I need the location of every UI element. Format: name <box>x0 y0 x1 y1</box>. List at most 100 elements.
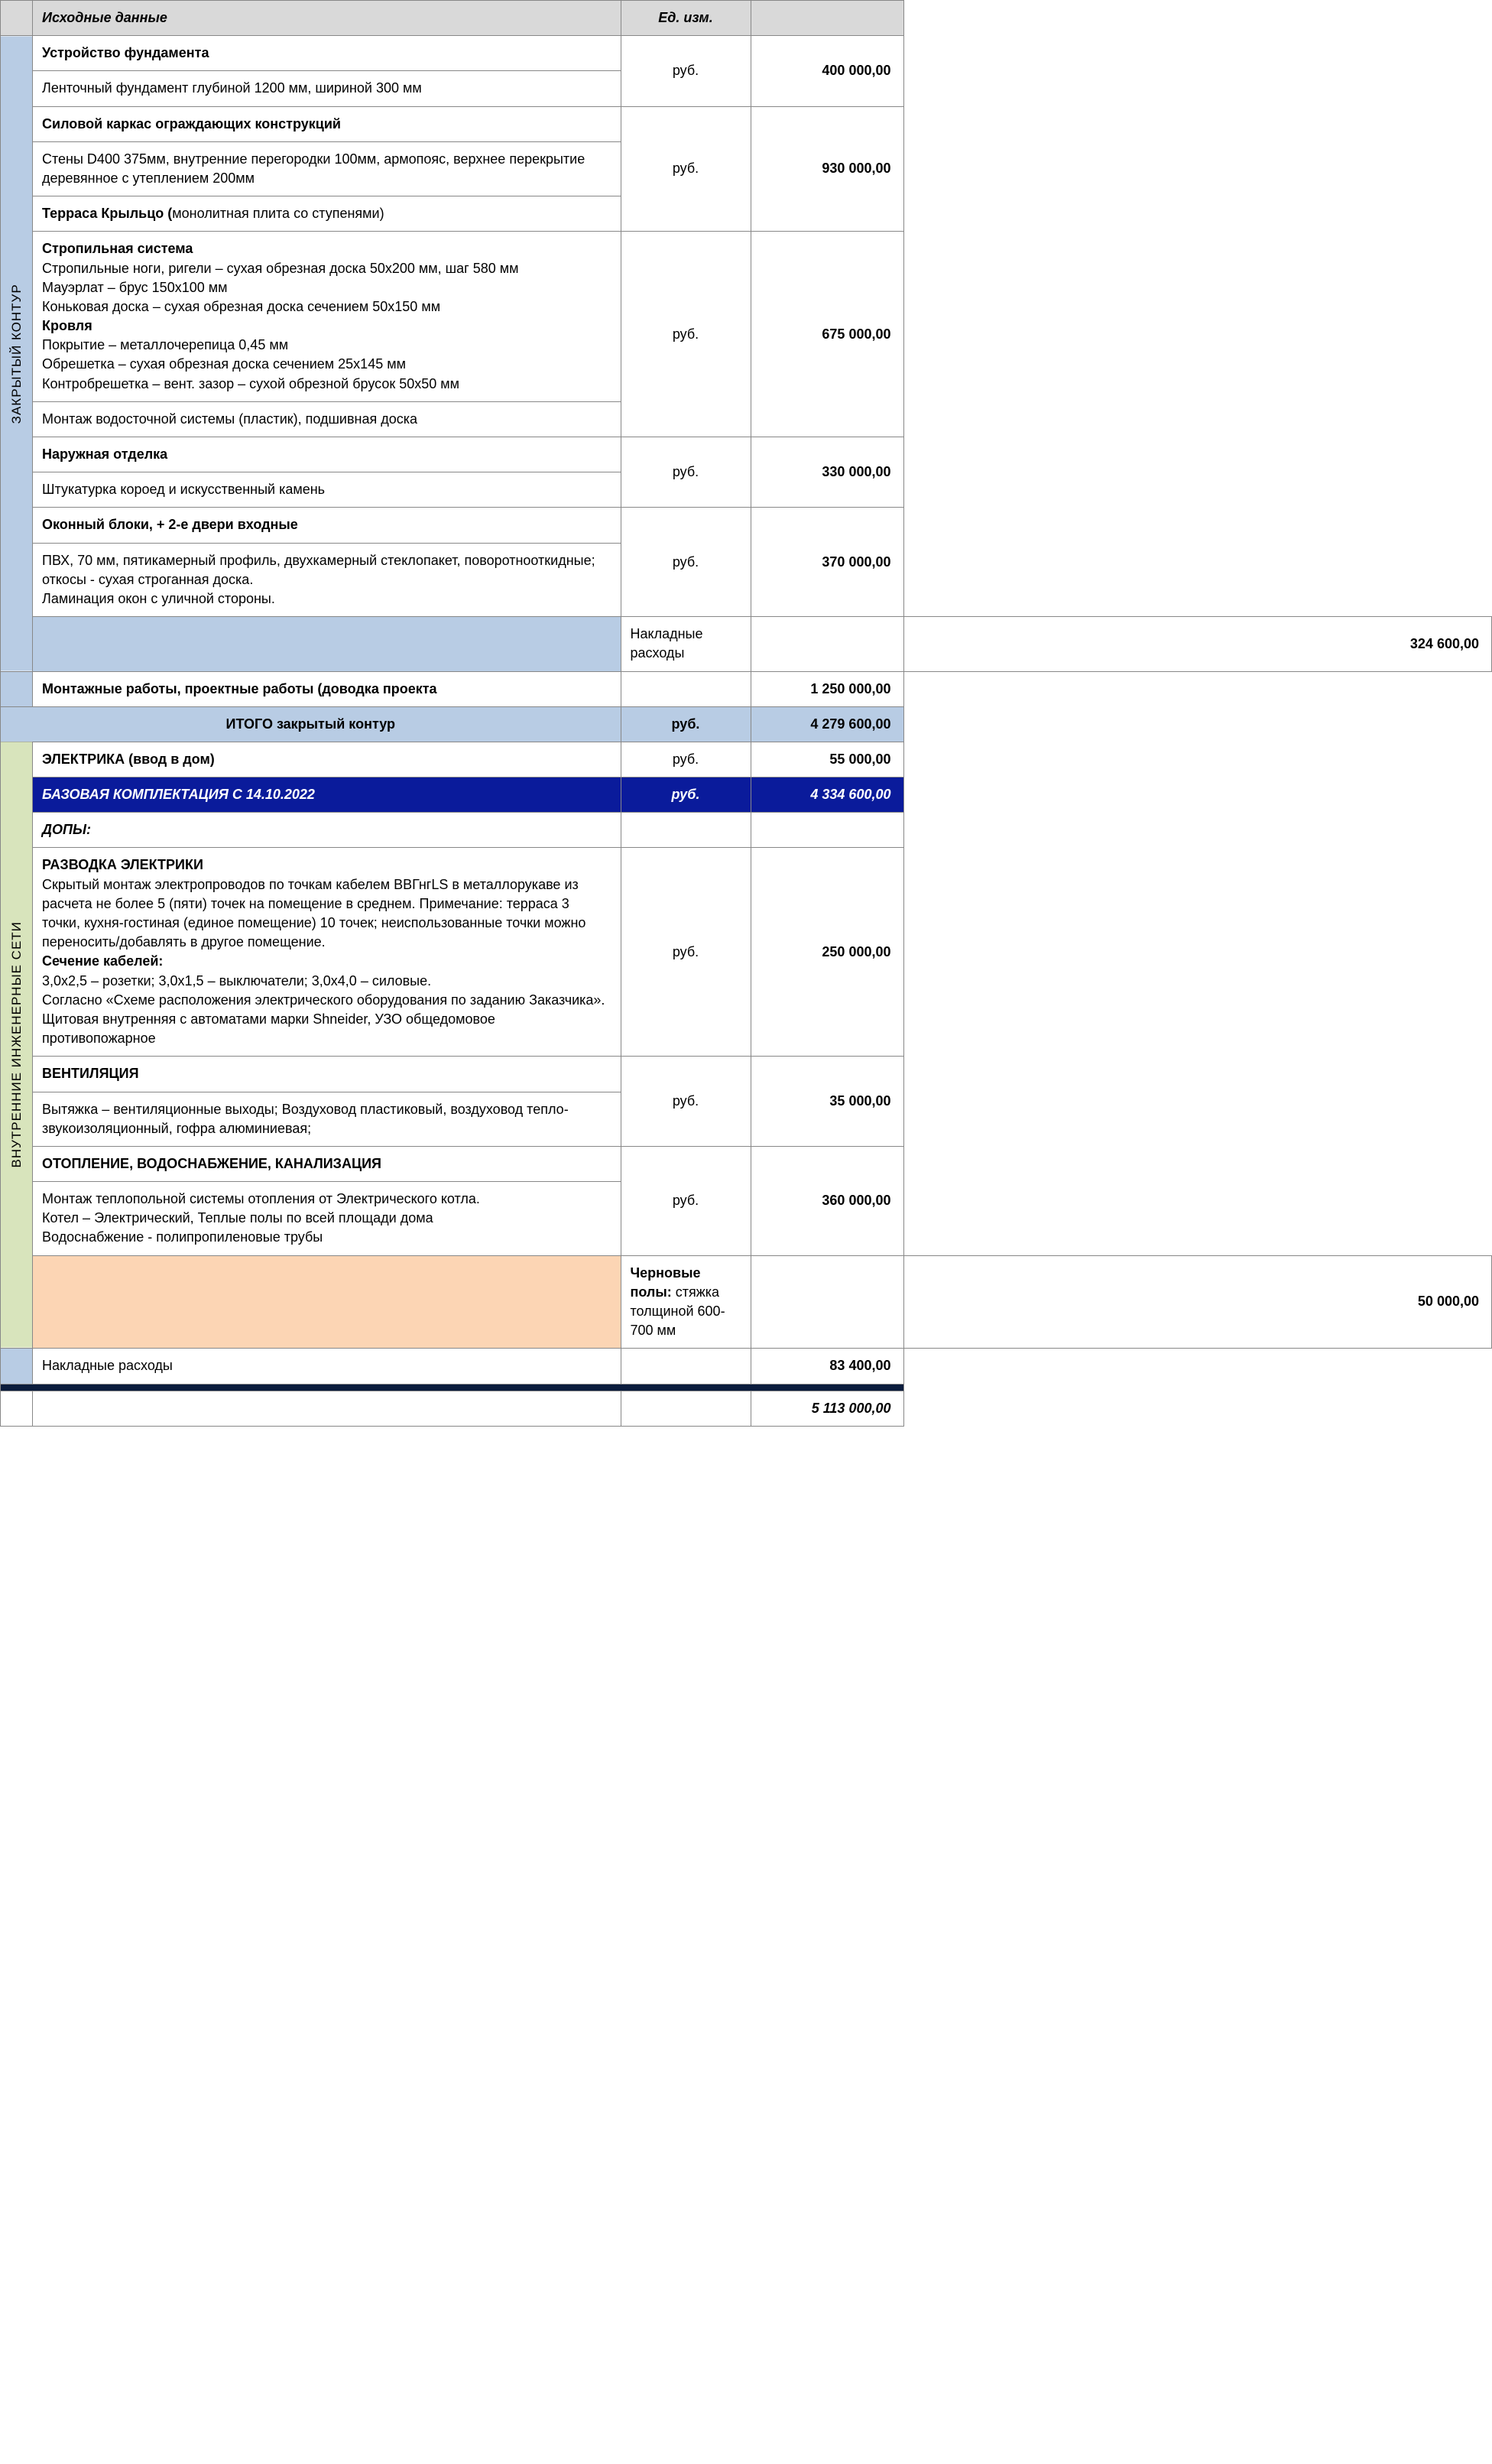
cell: Монтажные работы, проектные работы (дово… <box>33 671 621 706</box>
d: Скрытый монтаж электропроводов по точкам… <box>42 875 611 953</box>
cell: руб. <box>621 106 751 232</box>
cell: 55 000,00 <box>751 742 903 777</box>
row-overhead2: Накладные расходы 83 400,00 <box>1 1349 1492 1384</box>
cell: Стропильная система Стропильные ноги, ри… <box>33 232 621 402</box>
cell <box>621 1391 751 1426</box>
cell: Оконный блоки, + 2-е двери входные <box>33 508 621 543</box>
cell: 83 400,00 <box>751 1349 903 1384</box>
cell: Штукатурка короед и искусственный камень <box>33 472 621 508</box>
row-base: БАЗОВАЯ КОМПЛЕКТАЦИЯ С 14.10.2022 руб. 4… <box>1 778 1492 813</box>
cell: Черновые полы: стяжка толщиной 600-700 м… <box>621 1255 751 1349</box>
row-foundation-title: ЗАКРЫТЫЙ КОНТУР Устройство фундамента ру… <box>1 36 1492 71</box>
cell: руб. <box>621 778 751 813</box>
cell: Вытяжка – вентиляционные выходы; Воздухо… <box>33 1092 621 1146</box>
cell: Ленточный фундамент глубиной 1200 мм, ши… <box>33 71 621 106</box>
row-dopy: ДОПЫ: <box>1 813 1492 848</box>
cell: РАЗВОДКА ЭЛЕКТРИКИ Скрытый монтаж электр… <box>33 848 621 1057</box>
cell: Монтаж водосточной системы (пластик), по… <box>33 401 621 437</box>
cell <box>751 1255 903 1349</box>
cell: ОТОПЛЕНИЕ, ВОДОСНАБЖЕНИЕ, КАНАЛИЗАЦИЯ <box>33 1146 621 1181</box>
estimate-table: Исходные данные Ед. изм. ЗАКРЫТЫЙ КОНТУР… <box>0 0 1492 1427</box>
cell <box>1 1391 33 1426</box>
cell <box>621 671 751 706</box>
t: РАЗВОДКА ЭЛЕКТРИКИ <box>42 855 611 875</box>
cell: руб. <box>621 36 751 106</box>
d2: 3,0х2,5 – розетки; 3,0х1,5 – выключатели… <box>42 972 611 1049</box>
cell: Накладные расходы <box>33 1349 621 1384</box>
d2: Покрытие – металлочерепица 0,45 мм Обреш… <box>42 336 611 394</box>
cell <box>751 813 903 848</box>
t: Стропильная система <box>42 239 611 258</box>
cell <box>1 1384 904 1391</box>
cell: Наружная отделка <box>33 437 621 472</box>
row-grand-spacer <box>1 1384 1492 1391</box>
cell: 4 279 600,00 <box>751 706 903 742</box>
cell: ЭЛЕКТРИКА (ввод в дом) <box>33 742 621 777</box>
row-elec-input: ВНУТРЕННИЕ ИНЖЕНЕРНЫЕ СЕТИ ЭЛЕКТРИКА (вв… <box>1 742 1492 777</box>
cell: руб. <box>621 508 751 617</box>
cell: ВЕНТИЛЯЦИЯ <box>33 1057 621 1092</box>
cell: 930 000,00 <box>751 106 903 232</box>
cell: 250 000,00 <box>751 848 903 1057</box>
header-row: Исходные данные Ед. изм. <box>1 1 1492 36</box>
d: монолитная плита со ступенями) <box>172 206 384 221</box>
t2: Кровля <box>42 317 611 336</box>
row-windows-title: Оконный блоки, + 2-е двери входные руб. … <box>1 508 1492 543</box>
cell: 4 334 600,00 <box>751 778 903 813</box>
cell: Терраса Крыльцо (монолитная плита со сту… <box>33 196 621 232</box>
row-elec-dist: РАЗВОДКА ЭЛЕКТРИКИ Скрытый монтаж электр… <box>1 848 1492 1057</box>
row-roof-main: Стропильная система Стропильные ноги, ри… <box>1 232 1492 402</box>
cell: руб. <box>621 1057 751 1147</box>
cell: 5 113 000,00 <box>751 1391 903 1426</box>
cell: ДОПЫ: <box>33 813 621 848</box>
row-heat-title: ОТОПЛЕНИЕ, ВОДОСНАБЖЕНИЕ, КАНАЛИЗАЦИЯ ру… <box>1 1146 1492 1181</box>
cell: 400 000,00 <box>751 36 903 106</box>
row-floors: Черновые полы: стяжка толщиной 600-700 м… <box>1 1255 1492 1349</box>
header-amount <box>751 1 903 36</box>
row-total-closed: ИТОГО закрытый контур руб. 4 279 600,00 <box>1 706 1492 742</box>
cell: руб. <box>621 232 751 437</box>
header-side <box>1 1 33 36</box>
cell: 1 250 000,00 <box>751 671 903 706</box>
t: Терраса Крыльцо ( <box>42 206 172 221</box>
cell: Устройство фундамента <box>33 36 621 71</box>
row-overhead1: Накладные расходы 324 600,00 <box>1 617 1492 671</box>
cell: 50 000,00 <box>903 1255 1492 1349</box>
cell <box>33 1391 621 1426</box>
side-label-1: ЗАКРЫТЫЙ КОНТУР <box>1 36 33 671</box>
header-main: Исходные данные <box>33 1 621 36</box>
row-frame-title: Силовой каркас ограждающих конструкций р… <box>1 106 1492 141</box>
cell: ПВХ, 70 мм, пятикамерный профиль, двухка… <box>33 543 621 617</box>
row-grand-total: 5 113 000,00 <box>1 1391 1492 1426</box>
cell: 675 000,00 <box>751 232 903 437</box>
cell <box>621 1349 751 1384</box>
side <box>1 671 33 706</box>
cell: Накладные расходы <box>621 617 751 671</box>
t2: Сечение кабелей: <box>42 952 611 971</box>
cell: Монтаж теплопольной системы отопления от… <box>33 1182 621 1256</box>
side <box>1 1349 33 1384</box>
row-montazh: Монтажные работы, проектные работы (дово… <box>1 671 1492 706</box>
cell: Силовой каркас ограждающих конструкций <box>33 106 621 141</box>
cell: руб. <box>621 848 751 1057</box>
side <box>33 1255 621 1349</box>
side <box>33 617 621 671</box>
cell: БАЗОВАЯ КОМПЛЕКТАЦИЯ С 14.10.2022 <box>33 778 621 813</box>
cell <box>621 813 751 848</box>
cell <box>751 617 903 671</box>
side-label-2: ВНУТРЕННИЕ ИНЖЕНЕРНЫЕ СЕТИ <box>1 742 33 1349</box>
cell: ИТОГО закрытый контур <box>1 706 621 742</box>
row-vent-title: ВЕНТИЛЯЦИЯ руб. 35 000,00 <box>1 1057 1492 1092</box>
cell: Стены D400 375мм, внутренние перегородки… <box>33 141 621 196</box>
cell: 370 000,00 <box>751 508 903 617</box>
cell: руб. <box>621 437 751 508</box>
row-exterior-title: Наружная отделка руб. 330 000,00 <box>1 437 1492 472</box>
cell: руб. <box>621 706 751 742</box>
header-unit: Ед. изм. <box>621 1 751 36</box>
cell: 360 000,00 <box>751 1146 903 1255</box>
cell: руб. <box>621 742 751 777</box>
d: Стропильные ноги, ригели – сухая обрезна… <box>42 259 611 317</box>
cell: руб. <box>621 1146 751 1255</box>
cell: 35 000,00 <box>751 1057 903 1147</box>
cell: 330 000,00 <box>751 437 903 508</box>
